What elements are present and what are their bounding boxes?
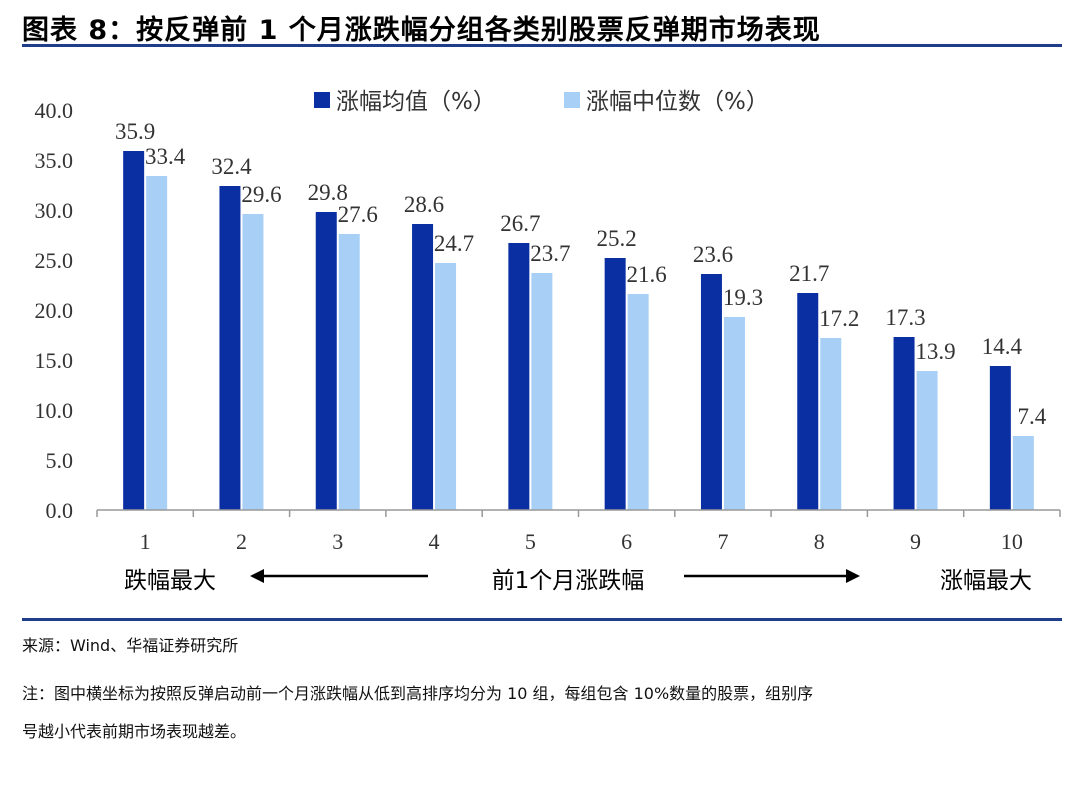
chart-title: 图表 8：按反弹前 1 个月涨跌幅分组各类别股票反弹期市场表现 xyxy=(22,15,821,46)
x-tick-label: 5 xyxy=(525,529,536,554)
y-tick-label: 0.0 xyxy=(46,498,74,523)
bar-median-7 xyxy=(723,317,745,510)
data-label-mean-10: 14.4 xyxy=(982,334,1023,359)
y-axis: 0.0 5.0 10.0 15.0 20.0 25.0 30.0 35.0 40.0 xyxy=(35,98,74,523)
data-labels: 35.9 32.4 29.8 28.6 26.7 25.2 23.6 21.7 17.3 14.4… xyxy=(115,119,1047,429)
x-tick-label: 8 xyxy=(814,529,825,554)
data-label-median-5: 23.7 xyxy=(530,241,570,266)
source-text: 来源：Wind、华福证券研究所 xyxy=(22,636,239,655)
data-label-mean-5: 26.7 xyxy=(500,211,540,236)
x-tick-label: 1 xyxy=(140,529,151,554)
legend-label-mean: 涨幅均值（%） xyxy=(336,89,496,115)
data-label-median-8: 17.2 xyxy=(819,306,859,331)
bar-mean-2 xyxy=(219,186,241,510)
bar-median-10 xyxy=(1012,436,1034,510)
bar-median-8 xyxy=(820,338,842,510)
data-label-median-10: 7.4 xyxy=(1017,404,1046,429)
y-tick-label: 5.0 xyxy=(46,448,74,473)
x-tick-label: 4 xyxy=(429,529,440,554)
note-line-2: 号越小代表前期市场表现越差。 xyxy=(22,722,247,741)
bar-median-6 xyxy=(627,294,649,510)
data-label-mean-2: 32.4 xyxy=(211,154,252,179)
bar-mean-8 xyxy=(797,293,819,510)
data-label-median-4: 24.7 xyxy=(434,231,474,256)
bar-median-4 xyxy=(435,263,457,510)
bar-median-2 xyxy=(242,214,264,510)
bar-mean-7 xyxy=(700,274,722,510)
data-label-median-9: 13.9 xyxy=(915,339,955,364)
bar-mean-10 xyxy=(989,366,1011,510)
x-tick-label: 2 xyxy=(236,529,247,554)
data-label-median-6: 21.6 xyxy=(627,262,667,287)
range-annotation: 跌幅最大 前1个月涨跌幅 涨幅最大 xyxy=(124,568,1032,594)
bar-mean-4 xyxy=(412,224,434,510)
data-label-mean-1: 35.9 xyxy=(115,119,155,144)
x-tick-label: 10 xyxy=(1001,529,1023,554)
legend: 涨幅均值（%） 涨幅中位数（%） xyxy=(314,89,769,115)
bar-mean-1 xyxy=(123,151,145,510)
annotation-right: 涨幅最大 xyxy=(940,568,1032,594)
arrow-right-head xyxy=(846,569,860,583)
data-label-median-2: 29.6 xyxy=(241,182,281,207)
legend-swatch-median xyxy=(564,92,580,108)
bar-mean-9 xyxy=(893,337,915,510)
y-tick-label: 40.0 xyxy=(35,98,74,123)
y-tick-label: 35.0 xyxy=(35,148,74,173)
data-label-mean-8: 21.7 xyxy=(789,261,829,286)
data-label-mean-3: 29.8 xyxy=(308,180,348,205)
y-tick-label: 20.0 xyxy=(35,298,74,323)
data-label-mean-4: 28.6 xyxy=(404,192,444,217)
data-label-mean-9: 17.3 xyxy=(885,305,925,330)
note-line-1: 注：图中横坐标为按照反弹启动前一个月涨跌幅从低到高排序均分为 10 组，每组包含… xyxy=(22,684,814,703)
x-tick-label: 6 xyxy=(621,529,632,554)
y-tick-label: 25.0 xyxy=(35,248,74,273)
bar-chart: 0.05.010.015.020.025.030.035.040.0 35.93… xyxy=(35,89,1061,594)
data-label-median-1: 33.4 xyxy=(145,144,186,169)
x-tick-label: 9 xyxy=(910,529,921,554)
data-label-median-3: 27.6 xyxy=(338,202,378,227)
y-tick-label: 10.0 xyxy=(35,398,74,423)
bar-mean-3 xyxy=(315,212,337,510)
bar-median-3 xyxy=(338,234,360,510)
bar-median-9 xyxy=(916,371,938,510)
legend-label-median: 涨幅中位数（%） xyxy=(586,89,769,115)
data-label-mean-6: 25.2 xyxy=(597,226,637,251)
annotation-left: 跌幅最大 xyxy=(124,568,216,594)
title-rule xyxy=(22,44,1062,47)
arrow-left-head xyxy=(250,569,264,583)
legend-swatch-mean xyxy=(314,92,330,108)
bar-mean-6 xyxy=(604,258,626,510)
bar-median-1 xyxy=(146,176,168,510)
y-tick-label: 15.0 xyxy=(35,348,74,373)
x-tick-label: 7 xyxy=(717,529,728,554)
annotation-center: 前1个月涨跌幅 xyxy=(492,568,645,594)
bar-mean-5 xyxy=(508,243,530,510)
data-label-median-7: 19.3 xyxy=(723,285,763,310)
x-axis: 1 2 3 4 5 6 7 8 9 10 xyxy=(96,509,1061,554)
footer-rule xyxy=(22,618,1062,621)
data-label-mean-7: 23.6 xyxy=(693,242,733,267)
bars xyxy=(123,151,1034,510)
y-tick-label: 30.0 xyxy=(35,198,74,223)
bar-median-5 xyxy=(531,273,553,510)
x-tick-label: 3 xyxy=(332,529,343,554)
